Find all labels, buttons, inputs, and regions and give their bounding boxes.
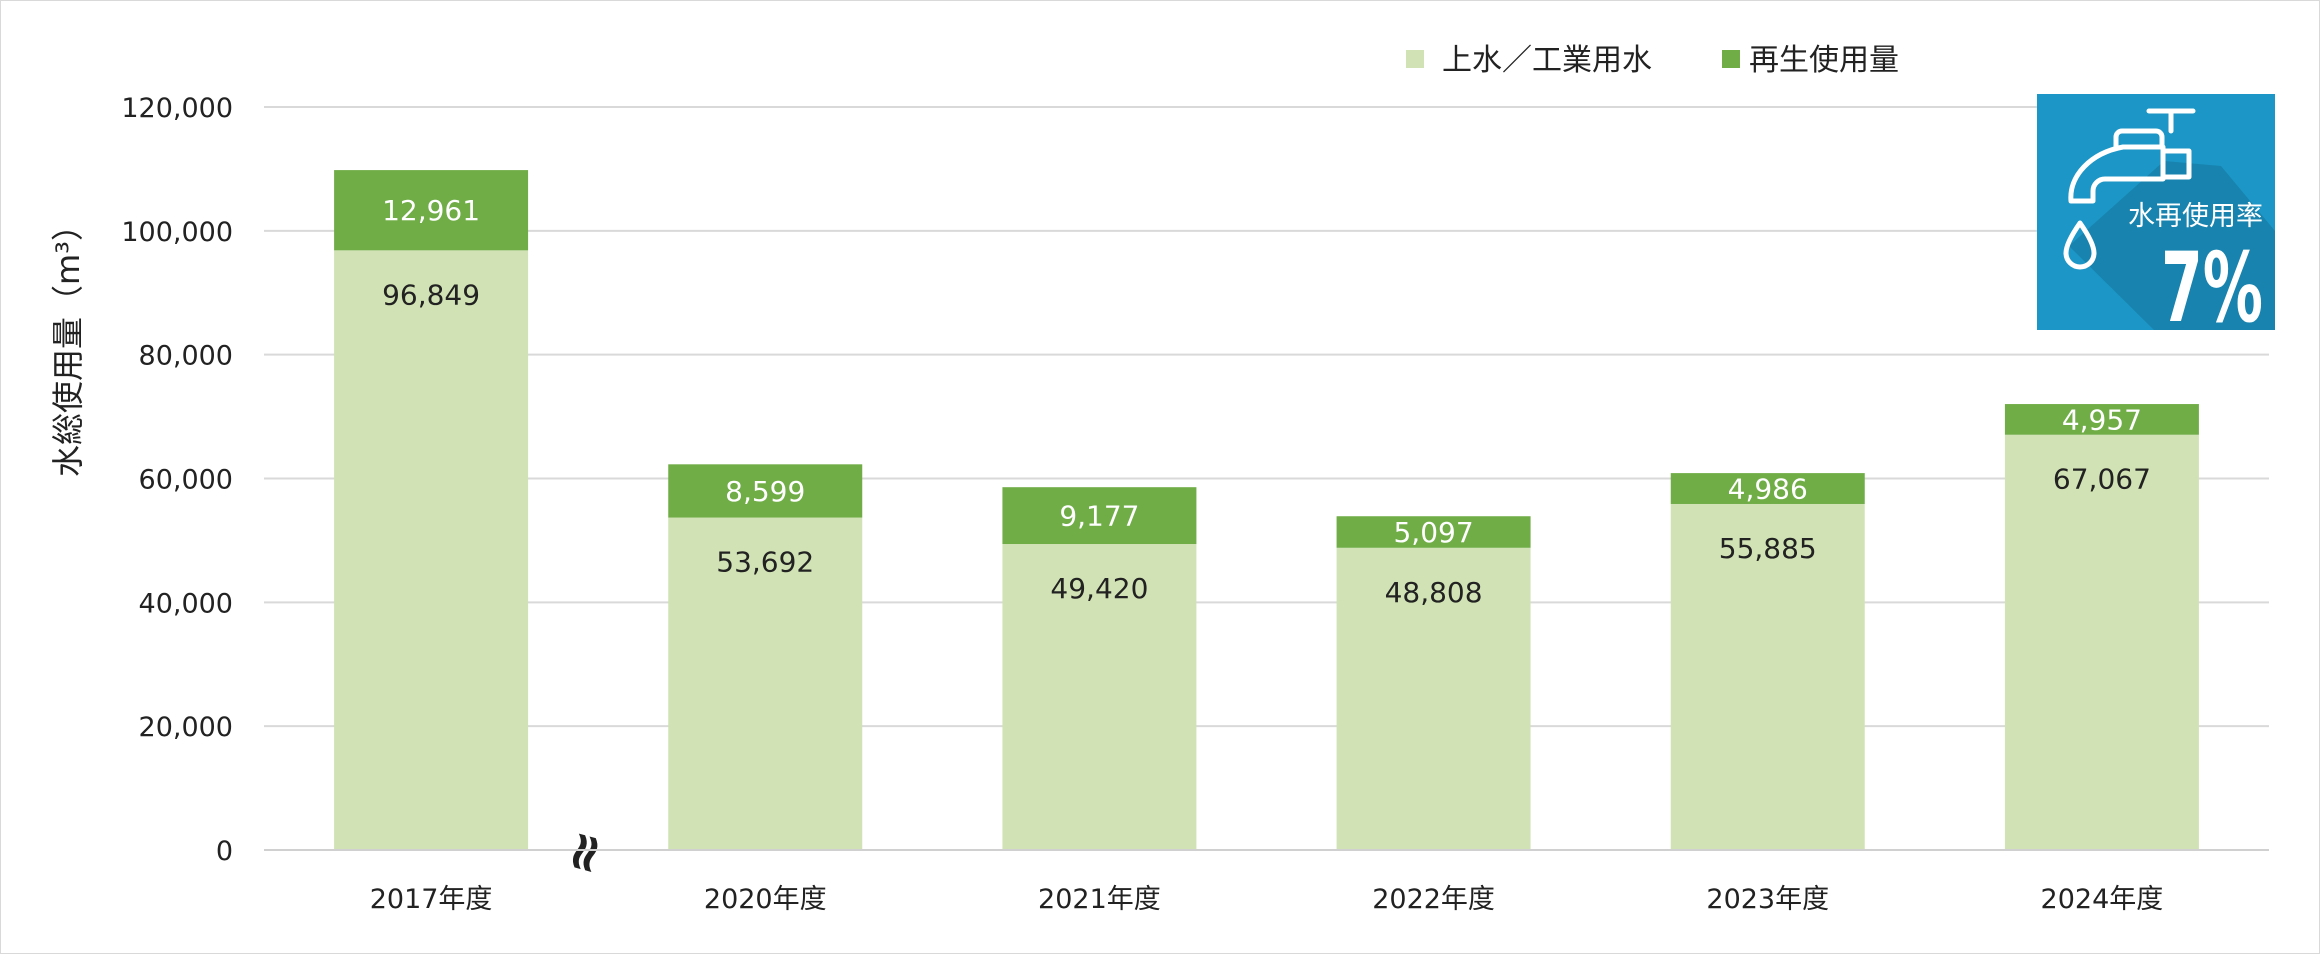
bar-reuse [1670, 473, 1865, 504]
faucet-icon [2063, 108, 2196, 270]
x-category-label: 2023年度 [1706, 884, 1829, 915]
y-tick-label: 20,000 [139, 712, 233, 743]
bars: 96,849 12,961 53,692 8,599 49,420 9,177 48,808… [334, 170, 2199, 851]
badge-value: 7% [2161, 232, 2263, 344]
legend-swatch-water-supply [1406, 50, 1424, 68]
data-label-reuse: 9,177 [1059, 500, 1139, 533]
badge-shadow [2069, 161, 2275, 330]
data-label-water-supply: 48,808 [1385, 576, 1483, 609]
data-label-water-supply: 96,849 [382, 278, 480, 311]
x-category-label: 2020年度 [704, 884, 827, 915]
bar-water-supply [334, 250, 529, 851]
bar-reuse [334, 170, 529, 251]
data-label-water-supply: 55,885 [1719, 532, 1817, 565]
data-label-water-supply: 67,067 [2053, 463, 2151, 496]
y-axis-ticks: 0 20,000 40,000 60,000 80,000 100,000 120,000 [121, 93, 233, 867]
y-tick-label: 120,000 [121, 93, 233, 124]
y-tick-label: 100,000 [121, 217, 233, 248]
badge-label: 水再使用率 [2128, 201, 2263, 232]
legend-label-water-supply: 上水／工業用水 [1442, 43, 1652, 78]
bar-water-supply [668, 517, 863, 850]
x-category-label: 2021年度 [1038, 884, 1161, 915]
reuse-rate-badge: 水再使用率 7% [2037, 94, 2275, 344]
bar-water-supply [1336, 547, 1531, 850]
bar-water-supply [1002, 544, 1197, 850]
data-label-water-supply: 53,692 [716, 546, 814, 579]
axis-break-symbol: ≈ [547, 822, 620, 882]
legend-swatch-reuse [1722, 50, 1740, 68]
legend: 上水／工業用水 再生使用量 [1406, 43, 1899, 78]
bar-reuse [1002, 487, 1197, 545]
data-label-reuse: 4,957 [2062, 403, 2142, 436]
data-label-reuse: 8,599 [725, 475, 805, 508]
data-label-reuse: 4,986 [1728, 473, 1808, 506]
bar-reuse [1336, 516, 1531, 548]
bar-reuse [668, 464, 863, 518]
data-label-water-supply: 49,420 [1050, 572, 1148, 605]
legend-label-reuse: 再生使用量 [1749, 43, 1899, 78]
bar-reuse [2004, 404, 2199, 435]
y-tick-label: 60,000 [139, 465, 233, 496]
data-label-reuse: 12,961 [382, 194, 480, 227]
x-category-label: 2024年度 [2041, 884, 2164, 915]
y-tick-label: 40,000 [139, 588, 233, 619]
x-axis-categories: 2017年度 2020年度 2021年度 2022年度 2023年度 2024年度 [370, 884, 2164, 915]
bar-water-supply [2004, 434, 2199, 850]
bar-water-supply [1670, 503, 1865, 850]
x-category-label: 2022年度 [1372, 884, 1495, 915]
y-tick-label: 80,000 [139, 341, 233, 372]
y-axis-label: 水総使用量（m³） [49, 209, 87, 477]
x-category-label: 2017年度 [370, 884, 493, 915]
gridlines [264, 106, 2269, 728]
data-label-reuse: 5,097 [1393, 516, 1473, 549]
y-tick-label: 0 [216, 836, 233, 867]
